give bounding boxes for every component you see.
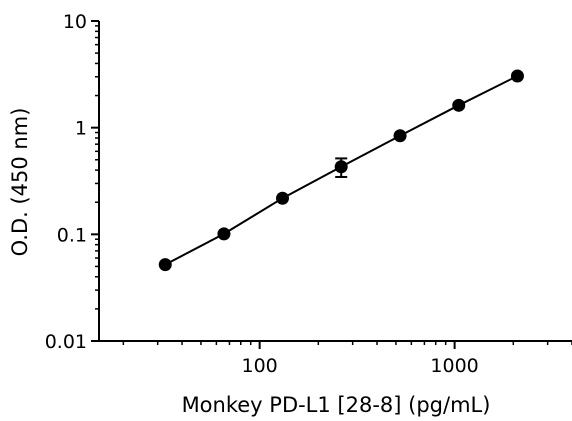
data-point [452,98,466,112]
data-point [276,191,290,205]
x-tick-label: 100 [242,355,278,377]
x-axis-title: Monkey PD-L1 [28-8] (pg/mL) [182,393,491,417]
data-point [510,69,524,83]
y-tick-label: 0.01 [45,331,87,353]
y-tick-label: 10 [63,11,87,33]
data-point [393,129,407,143]
data-point [334,160,348,174]
y-axis-title: O.D. (450 nm) [8,108,32,257]
y-tick-label: 1 [75,118,87,140]
y-tick-label: 0.1 [57,224,87,246]
data-point [158,258,172,272]
x-tick-label: 1000 [430,355,478,377]
axes [91,20,572,349]
data-points [158,69,524,272]
tick-labels: 10 1 0.1 0.01 100 1000 [45,11,479,377]
data-point [217,227,231,241]
